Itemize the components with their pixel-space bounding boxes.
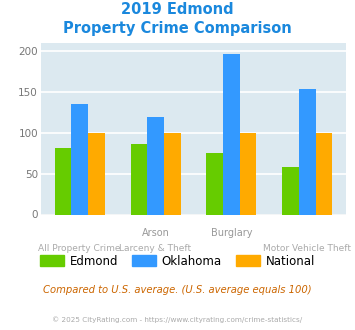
Text: Compared to U.S. average. (U.S. average equals 100): Compared to U.S. average. (U.S. average …: [43, 285, 312, 295]
Bar: [299, 89, 316, 214]
Bar: [206, 153, 223, 214]
Legend: Edmond, Oklahoma, National: Edmond, Oklahoma, National: [36, 250, 320, 273]
Bar: [240, 133, 256, 214]
Text: Burglary: Burglary: [211, 228, 252, 238]
Text: Motor Vehicle Theft: Motor Vehicle Theft: [263, 244, 351, 253]
Text: Larceny & Theft: Larceny & Theft: [120, 244, 192, 253]
Text: © 2025 CityRating.com - https://www.cityrating.com/crime-statistics/: © 2025 CityRating.com - https://www.city…: [53, 317, 302, 323]
Text: Arson: Arson: [142, 228, 169, 238]
Bar: [316, 133, 332, 214]
Bar: [88, 133, 105, 214]
Bar: [147, 117, 164, 214]
Bar: [131, 144, 147, 214]
Bar: [164, 133, 181, 214]
Bar: [282, 167, 299, 214]
Bar: [223, 53, 240, 214]
Text: All Property Crime: All Property Crime: [38, 244, 121, 253]
Text: Property Crime Comparison: Property Crime Comparison: [63, 21, 292, 36]
Bar: [55, 148, 71, 214]
Bar: [71, 104, 88, 214]
Text: 2019 Edmond: 2019 Edmond: [121, 2, 234, 16]
